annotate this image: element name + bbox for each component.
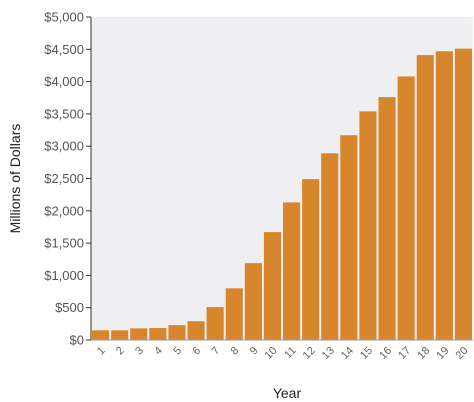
bar-year-17 bbox=[397, 76, 415, 341]
y-tick-label: $1,500 bbox=[44, 236, 84, 251]
bar-year-12 bbox=[302, 179, 320, 340]
bar-year-6 bbox=[187, 321, 205, 340]
bar-year-8 bbox=[225, 288, 243, 340]
x-tick-label: 1 bbox=[95, 345, 108, 358]
x-tick-label: 6 bbox=[190, 345, 203, 358]
bar-year-5 bbox=[168, 325, 186, 340]
x-tick-label: 15 bbox=[358, 345, 375, 362]
bar-year-2 bbox=[111, 330, 129, 340]
x-tick-label: 4 bbox=[152, 345, 165, 358]
x-tick-label: 8 bbox=[229, 345, 242, 358]
y-axis-title: Millions of Dollars bbox=[7, 124, 23, 234]
x-tick-label: 12 bbox=[301, 345, 318, 362]
y-tick-label: $1,000 bbox=[44, 268, 84, 283]
y-tick-label: $4,000 bbox=[44, 74, 84, 89]
bar-year-15 bbox=[359, 111, 377, 340]
bar-year-9 bbox=[244, 263, 262, 340]
bar-year-19 bbox=[435, 51, 453, 341]
x-tick-label: 20 bbox=[453, 345, 470, 362]
bar-year-20 bbox=[454, 48, 472, 341]
x-tick-label: 2 bbox=[114, 345, 127, 358]
x-tick-label: 17 bbox=[396, 345, 413, 362]
y-tick-label: $0 bbox=[70, 333, 84, 348]
x-axis-ticks: 1 2 3 4 5 6 7 8 9 10 11 12 13 14 15 16 17 18 19 20 bbox=[95, 345, 471, 362]
x-tick-label: 16 bbox=[377, 345, 394, 362]
bar-year-11 bbox=[283, 202, 301, 340]
x-tick-label: 19 bbox=[434, 345, 451, 362]
y-tick-label: $3,500 bbox=[44, 106, 84, 121]
bar-year-10 bbox=[263, 232, 281, 340]
x-tick-label: 18 bbox=[415, 345, 432, 362]
bar-year-7 bbox=[206, 307, 224, 340]
x-axis-title: Year bbox=[273, 385, 302, 401]
y-tick-label: $4,500 bbox=[44, 42, 84, 57]
x-tick-label: 11 bbox=[282, 345, 299, 362]
y-tick-label: $3,000 bbox=[44, 139, 84, 154]
y-tick-label: $2,000 bbox=[44, 203, 84, 218]
x-tick-label: 3 bbox=[133, 345, 146, 358]
bar-year-14 bbox=[340, 135, 358, 340]
y-tick-label: $500 bbox=[55, 300, 84, 315]
y-tick-label: $5,000 bbox=[44, 10, 84, 25]
bars-group bbox=[92, 48, 472, 341]
x-tick-label: 14 bbox=[339, 345, 356, 362]
bar-year-1 bbox=[92, 330, 110, 340]
bar-year-4 bbox=[149, 328, 167, 340]
x-tick-label: 9 bbox=[248, 345, 261, 358]
bar-year-13 bbox=[321, 153, 339, 340]
y-tick-label: $2,500 bbox=[44, 171, 84, 186]
x-tick-label: 5 bbox=[171, 345, 184, 358]
x-tick-label: 7 bbox=[210, 345, 223, 358]
bar-year-18 bbox=[416, 55, 434, 341]
bar-year-16 bbox=[378, 97, 396, 340]
x-tick-label: 13 bbox=[320, 345, 337, 362]
plot-background bbox=[91, 17, 473, 340]
y-axis-ticks: $0 $500 $1,000 $1,500 $2,000 $2,500 $3,000 $3,5… bbox=[44, 10, 91, 348]
x-tick-label: 10 bbox=[262, 345, 279, 362]
bar-year-3 bbox=[130, 328, 148, 340]
